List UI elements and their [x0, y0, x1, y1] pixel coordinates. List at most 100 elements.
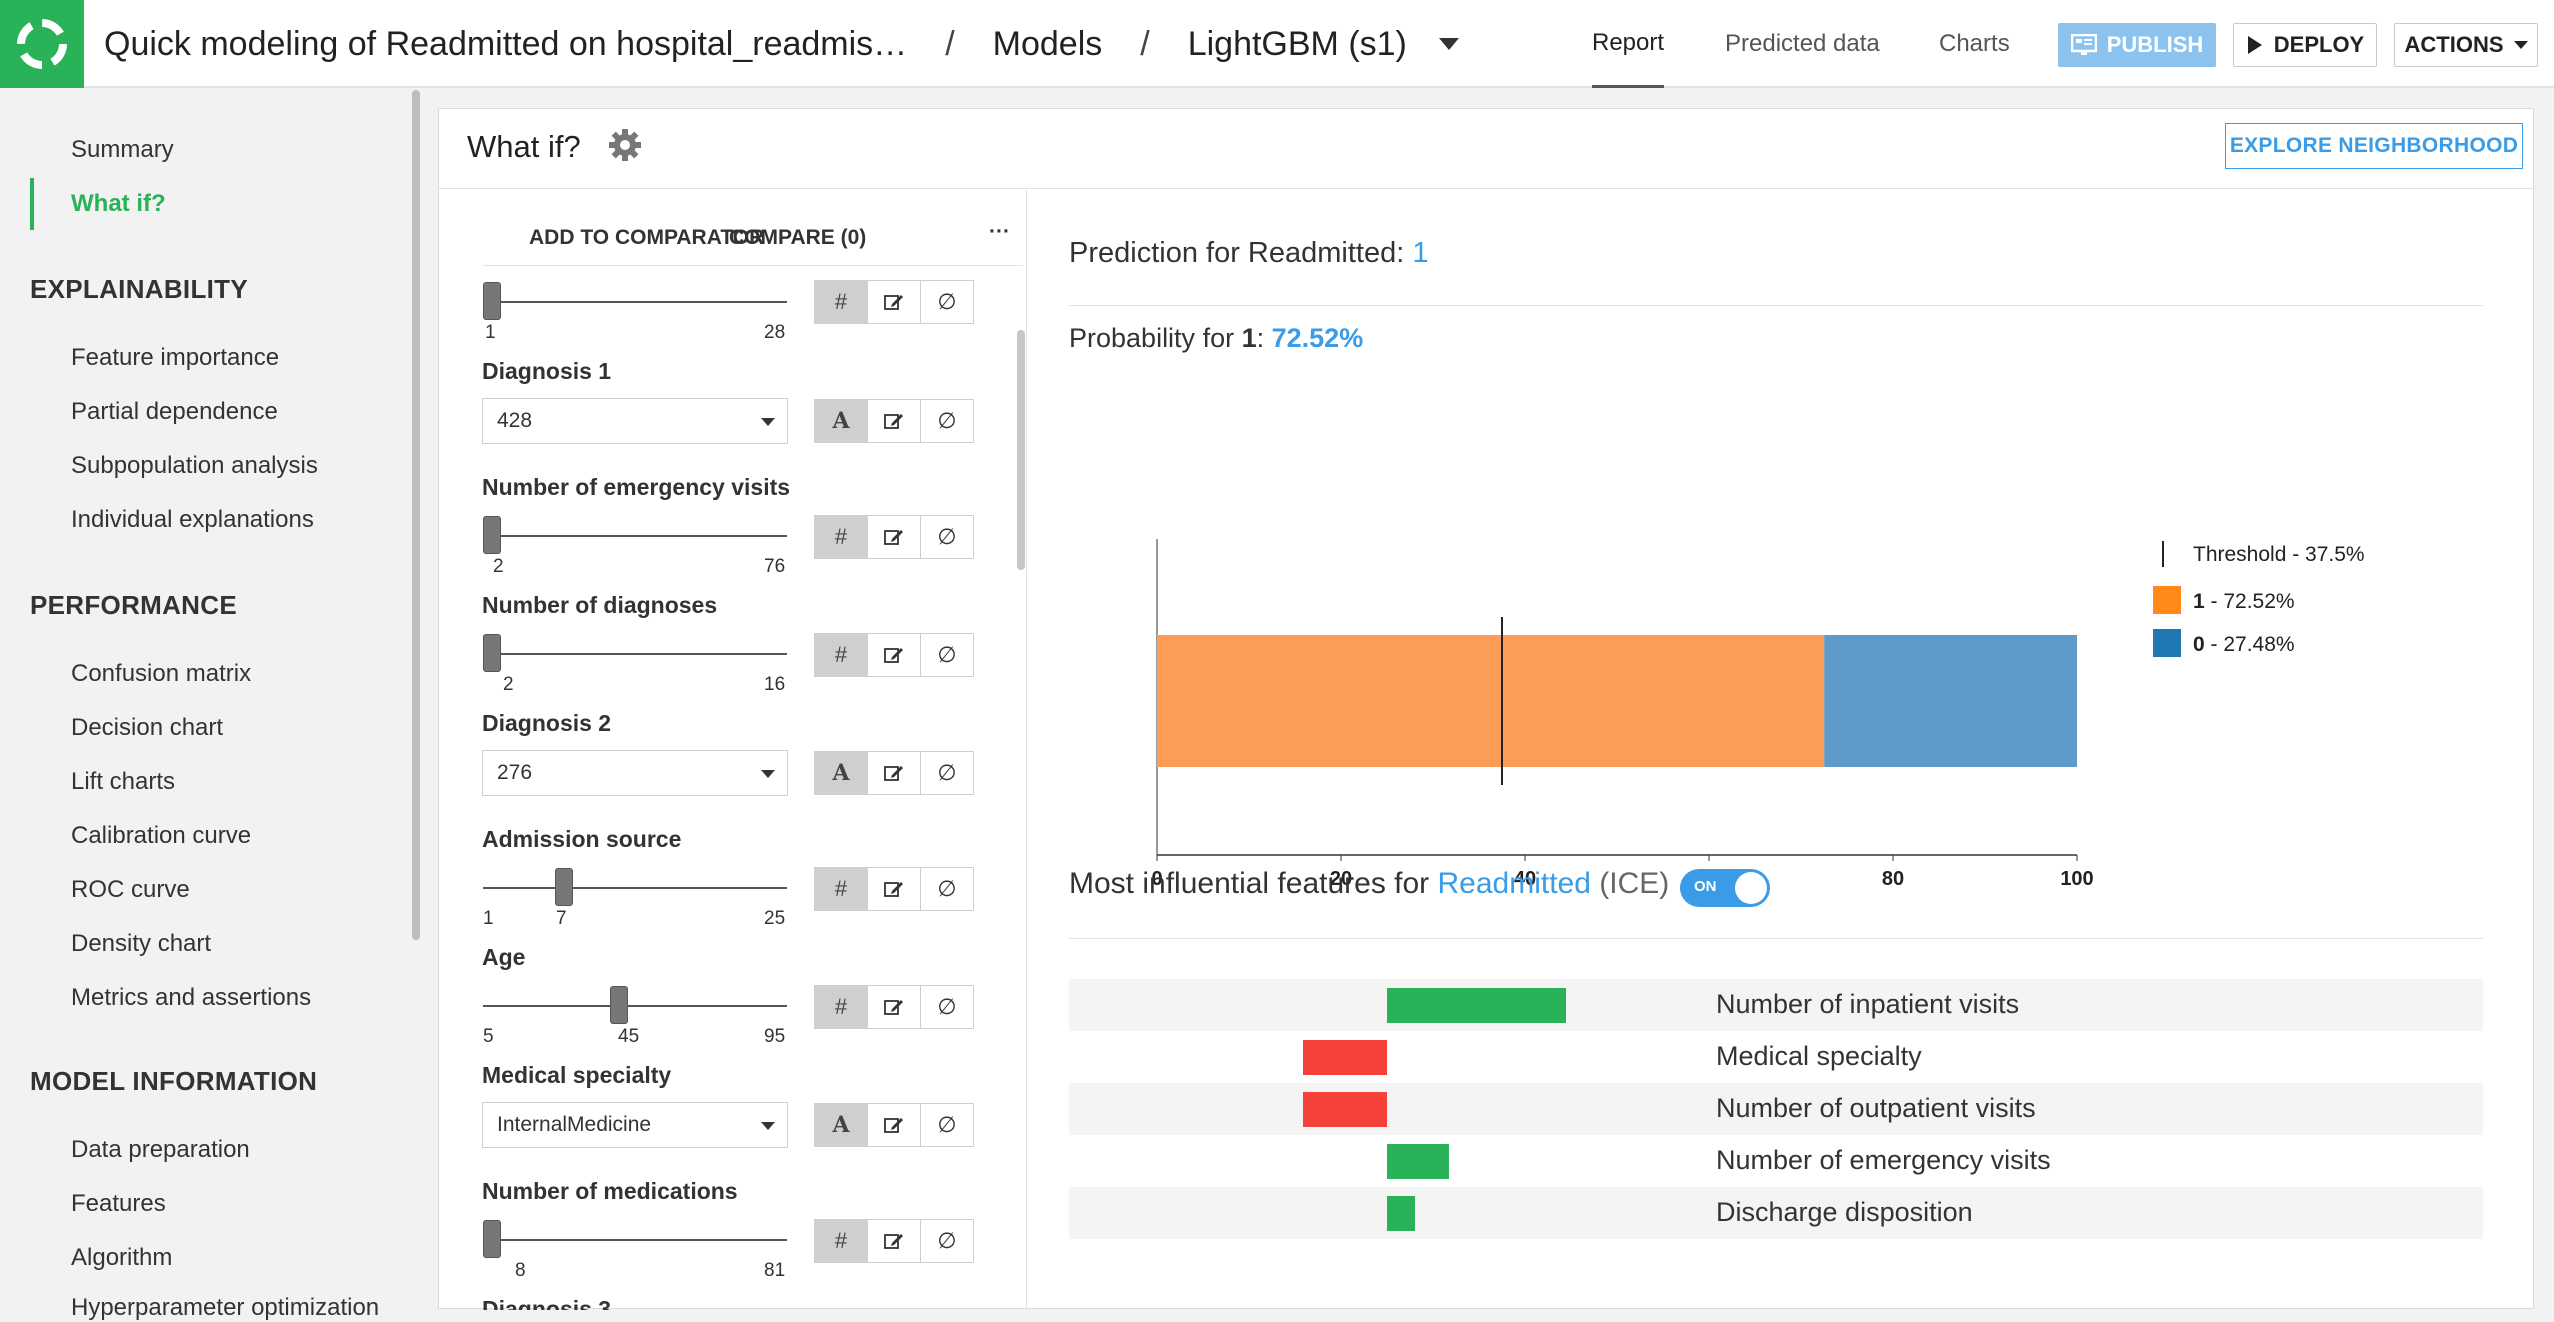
- dataiku-logo-icon[interactable]: [0, 0, 84, 88]
- slider-track: [483, 535, 787, 537]
- sidebar-item-what-if[interactable]: What if?: [71, 190, 166, 217]
- numeric-type-button[interactable]: #: [814, 280, 868, 324]
- actions-button[interactable]: ACTIONS: [2394, 23, 2538, 67]
- chevron-down-icon[interactable]: [1438, 38, 1459, 50]
- tab-predicted-data-label: Predicted data: [1725, 30, 1880, 57]
- ignore-icon[interactable]: ∅: [920, 867, 974, 911]
- sidebar-item-algorithm[interactable]: Algorithm: [71, 1244, 173, 1271]
- sidebar-item-roc-curve[interactable]: ROC curve: [71, 876, 190, 903]
- legend-swatch: [2153, 586, 2181, 614]
- medical-specialty-select[interactable]: InternalMedicine: [482, 1102, 788, 1148]
- edit-icon[interactable]: [867, 751, 921, 795]
- numeric-type-button[interactable]: #: [814, 633, 868, 677]
- ignore-icon[interactable]: ∅: [920, 985, 974, 1029]
- tab-report-label: Report: [1592, 28, 1665, 56]
- sidebar-item-calibration-curve[interactable]: Calibration curve: [71, 822, 252, 849]
- feature-label: Number of inpatient visits: [1716, 989, 2020, 1019]
- tab-charts[interactable]: Charts: [1939, 0, 2010, 88]
- sidebar-item-density-chart[interactable]: Density chart: [71, 930, 212, 957]
- explore-neighborhood-button[interactable]: EXPLORE NEIGHBORHOOD: [2225, 123, 2523, 169]
- slider-handle[interactable]: [483, 634, 501, 672]
- deploy-button[interactable]: DEPLOY: [2233, 23, 2377, 67]
- slider-handle[interactable]: [483, 282, 501, 320]
- actions-label: ACTIONS: [2404, 32, 2504, 57]
- slider-max: 25: [764, 908, 786, 929]
- sidebar-item-data-preparation[interactable]: Data preparation: [71, 1136, 250, 1163]
- slider-value: 7: [556, 908, 567, 929]
- slider-handle[interactable]: [483, 516, 501, 554]
- edit-icon[interactable]: [867, 633, 921, 677]
- text-type-button[interactable]: A: [814, 399, 868, 443]
- text-type-button[interactable]: A: [814, 1103, 868, 1147]
- slider-handle[interactable]: [554, 868, 573, 906]
- breadcrumb-model[interactable]: LightGBM (s1): [1187, 24, 1407, 63]
- more-options-button[interactable]: ···: [989, 220, 1010, 243]
- sidebar-item-individual-explanations[interactable]: Individual explanations: [71, 506, 314, 533]
- compare-button[interactable]: COMPARE (0): [729, 226, 867, 249]
- field-label-admission-source: Admission source: [482, 826, 682, 852]
- breadcrumb-models[interactable]: Models: [992, 24, 1103, 63]
- influential-suffix: (ICE): [1590, 867, 1670, 900]
- sidebar-item-lift-charts[interactable]: Lift charts: [71, 768, 176, 795]
- slider-track: [483, 887, 787, 889]
- edit-icon[interactable]: [867, 1219, 921, 1263]
- ice-toggle[interactable]: ON: [1680, 869, 1770, 907]
- slider-min: 2: [493, 556, 504, 577]
- feature-row: Number of outpatient visits: [1069, 1083, 2483, 1135]
- slider-max: 95: [764, 1026, 786, 1047]
- publish-label: PUBLISH: [2106, 32, 2204, 57]
- sidebar-item-summary[interactable]: Summary: [71, 136, 174, 163]
- numeric-type-button[interactable]: #: [814, 1219, 868, 1263]
- x-tick-label: 0: [1151, 868, 1162, 890]
- ignore-icon[interactable]: ∅: [920, 633, 974, 677]
- sidebar-item-decision-chart[interactable]: Decision chart: [71, 714, 224, 741]
- ignore-icon[interactable]: ∅: [920, 280, 974, 324]
- diagnosis-2-select[interactable]: 276: [482, 750, 788, 796]
- prediction-value: 1: [1412, 237, 1429, 269]
- sidebar-item-partial-dependence[interactable]: Partial dependence: [71, 398, 278, 425]
- deploy-label: DEPLOY: [2273, 32, 2365, 57]
- edit-icon[interactable]: [867, 985, 921, 1029]
- sidebar-item-metrics-and-assertions[interactable]: Metrics and assertions: [71, 984, 312, 1011]
- edit-icon[interactable]: [867, 280, 921, 324]
- form-scrollbar[interactable]: [1017, 330, 1025, 570]
- tab-report[interactable]: Report: [1592, 0, 1665, 88]
- sidebar-scrollbar[interactable]: [412, 90, 420, 940]
- slider-min: 1: [485, 322, 496, 343]
- breadcrumb-project[interactable]: Quick modeling of Readmitted on hospital…: [104, 24, 908, 63]
- field-type-buttons: # ∅: [814, 1219, 974, 1263]
- numeric-type-button[interactable]: #: [814, 985, 868, 1029]
- tab-predicted-data[interactable]: Predicted data: [1725, 0, 1880, 88]
- sidebar-item-confusion-matrix[interactable]: Confusion matrix: [71, 660, 252, 687]
- diagnosis-1-select[interactable]: 428: [482, 398, 788, 444]
- slider-max: 16: [764, 674, 786, 695]
- ignore-icon[interactable]: ∅: [920, 1103, 974, 1147]
- edit-icon[interactable]: [867, 399, 921, 443]
- ignore-icon[interactable]: ∅: [920, 515, 974, 559]
- ignore-icon[interactable]: ∅: [920, 399, 974, 443]
- edit-icon[interactable]: [867, 515, 921, 559]
- play-icon: [2247, 36, 2262, 54]
- text-type-button[interactable]: A: [814, 751, 868, 795]
- tab-charts-label: Charts: [1939, 30, 2010, 57]
- edit-icon[interactable]: [867, 1103, 921, 1147]
- numeric-type-button[interactable]: #: [814, 515, 868, 559]
- sidebar-item-hyperparameter-optimization[interactable]: Hyperparameter optimization: [71, 1294, 380, 1321]
- publish-button[interactable]: PUBLISH: [2058, 23, 2216, 67]
- probability-chart: 020406080100Threshold - 37.5%1 - 72.52%0…: [1151, 539, 2365, 890]
- sidebar-item-subpopulation-analysis[interactable]: Subpopulation analysis: [71, 452, 318, 479]
- field-type-buttons: # ∅: [814, 867, 974, 911]
- numeric-type-button[interactable]: #: [814, 867, 868, 911]
- slider-handle[interactable]: [610, 986, 629, 1024]
- edit-icon[interactable]: [867, 867, 921, 911]
- ignore-icon[interactable]: ∅: [920, 751, 974, 795]
- sidebar-item-feature-importance[interactable]: Feature importance: [71, 344, 280, 371]
- field-type-buttons: A ∅: [814, 1103, 974, 1147]
- divider: [1069, 938, 2483, 939]
- field-label-number-of-diagnoses: Number of diagnoses: [482, 592, 718, 618]
- sidebar-item-features[interactable]: Features: [71, 1190, 166, 1217]
- slider-handle[interactable]: [483, 1220, 501, 1258]
- add-to-comparator-button[interactable]: ADD TO COMPARATOR: [529, 226, 765, 249]
- gear-icon[interactable]: [607, 127, 643, 168]
- ignore-icon[interactable]: ∅: [920, 1219, 974, 1263]
